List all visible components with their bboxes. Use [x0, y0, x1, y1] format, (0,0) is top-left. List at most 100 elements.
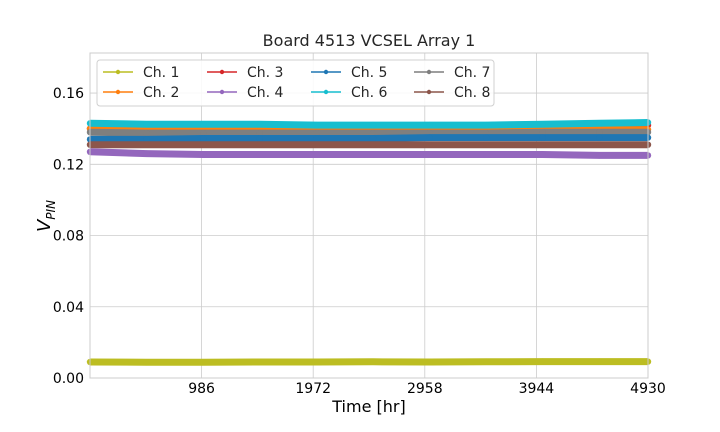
- data-point: [369, 151, 377, 158]
- data-point: [313, 141, 320, 148]
- y-axis-label: VPIN: [34, 200, 58, 232]
- plot-frame: [89, 52, 649, 379]
- data-point: [482, 358, 490, 365]
- y-tick-label: 0.00: [53, 371, 84, 387]
- data-point: [426, 141, 433, 148]
- series-layer: [86, 119, 652, 366]
- data-point: [369, 135, 377, 142]
- data-point: [596, 129, 603, 136]
- series-band: [89, 128, 648, 137]
- data-point: [313, 358, 320, 366]
- legend-item: Ch. 4: [207, 85, 284, 101]
- chart-title: Board 4513 VCSEL Array 1: [263, 31, 476, 50]
- data-point: [539, 129, 546, 136]
- legend-box: [96, 59, 495, 107]
- y-tick-label: 0.04: [53, 300, 84, 316]
- legend-item: Ch. 5: [311, 65, 387, 81]
- data-point: [200, 359, 207, 366]
- series-band: [89, 148, 648, 159]
- legend-marker: [115, 89, 121, 95]
- legend-label: Ch. 3: [247, 65, 283, 81]
- data-point: [482, 141, 490, 148]
- series-1: [86, 358, 652, 366]
- data-point: [200, 151, 207, 158]
- y-tick-label: 0.16: [53, 86, 84, 102]
- x-axis-label: Time [hr]: [331, 397, 405, 416]
- legend-item: Ch. 8: [414, 85, 490, 101]
- data-point: [369, 129, 377, 137]
- legend-marker: [426, 69, 432, 75]
- data-point: [256, 135, 263, 142]
- series-4: [86, 148, 652, 159]
- data-point: [426, 121, 433, 129]
- legend-label: Ch. 6: [351, 85, 388, 101]
- data-point: [539, 134, 546, 141]
- legend: Ch. 1 Ch. 2 Ch. 3 Ch. 4 Ch. 5 Ch. 6 Ch. 7 Ch. 8: [96, 59, 495, 107]
- data-point: [200, 135, 207, 142]
- data-point: [143, 136, 150, 143]
- data-point: [482, 134, 490, 141]
- data-point: [369, 141, 377, 148]
- data-point: [539, 141, 546, 148]
- legend-marker: [323, 69, 329, 75]
- legend-label: Ch. 2: [143, 85, 179, 101]
- x-tick-labels: 986 1972 2958 3944 4930: [188, 381, 666, 397]
- legend-marker: [219, 89, 225, 95]
- series-band: [89, 119, 649, 129]
- series-5: [86, 134, 652, 143]
- data-point: [200, 121, 207, 128]
- x-tick-label: 3944: [519, 381, 555, 397]
- data-point: [426, 358, 433, 366]
- series-band: [89, 358, 648, 366]
- legend-item: Ch. 3: [207, 65, 283, 81]
- data-point: [143, 141, 150, 148]
- legend-label: Ch. 5: [351, 65, 387, 81]
- x-tick-label: 986: [188, 381, 215, 397]
- legend-item: Ch. 7: [414, 65, 490, 81]
- data-point: [313, 135, 320, 142]
- y-tick-label: 0.12: [53, 157, 84, 173]
- x-tick-label: 1972: [295, 381, 331, 397]
- legend-label: Ch. 7: [454, 65, 490, 81]
- x-tick-label: 4930: [630, 381, 666, 397]
- data-point: [482, 121, 490, 129]
- series-band: [90, 134, 648, 143]
- x-tick-label: 2958: [407, 381, 443, 397]
- data-point: [313, 151, 320, 158]
- data-point: [596, 358, 603, 365]
- data-point: [596, 152, 603, 159]
- series-6: [86, 119, 652, 129]
- legend-marker: [115, 69, 121, 75]
- data-point: [369, 121, 377, 129]
- data-point: [596, 120, 603, 127]
- data-point: [596, 141, 603, 148]
- data-point: [313, 121, 320, 129]
- data-point: [256, 358, 263, 366]
- legend-marker: [219, 69, 225, 75]
- data-point: [596, 134, 603, 141]
- data-point: [256, 129, 263, 137]
- legend-label: Ch. 4: [247, 85, 284, 101]
- data-point: [482, 151, 490, 158]
- y-axis-label-subscript: PIN: [44, 200, 58, 220]
- legend-label: Ch. 1: [143, 65, 179, 81]
- y-tick-label: 0.08: [53, 229, 84, 245]
- legend-item: Ch. 2: [103, 85, 179, 101]
- legend-item: Ch. 1: [103, 65, 179, 81]
- y-tick-labels: 0.00 0.04 0.08 0.12 0.16: [53, 86, 84, 387]
- data-point: [539, 151, 546, 158]
- data-point: [313, 129, 320, 137]
- legend-marker: [426, 89, 432, 95]
- data-point: [539, 121, 546, 128]
- legend-label: Ch. 8: [454, 85, 490, 101]
- data-point: [426, 134, 433, 141]
- y-axis-label-main: V: [34, 218, 55, 232]
- data-point: [539, 358, 546, 365]
- data-point: [143, 150, 150, 157]
- data-point: [256, 141, 263, 148]
- data-point: [426, 151, 433, 158]
- legend-marker: [323, 89, 329, 95]
- data-point: [256, 121, 263, 128]
- data-point: [200, 141, 207, 148]
